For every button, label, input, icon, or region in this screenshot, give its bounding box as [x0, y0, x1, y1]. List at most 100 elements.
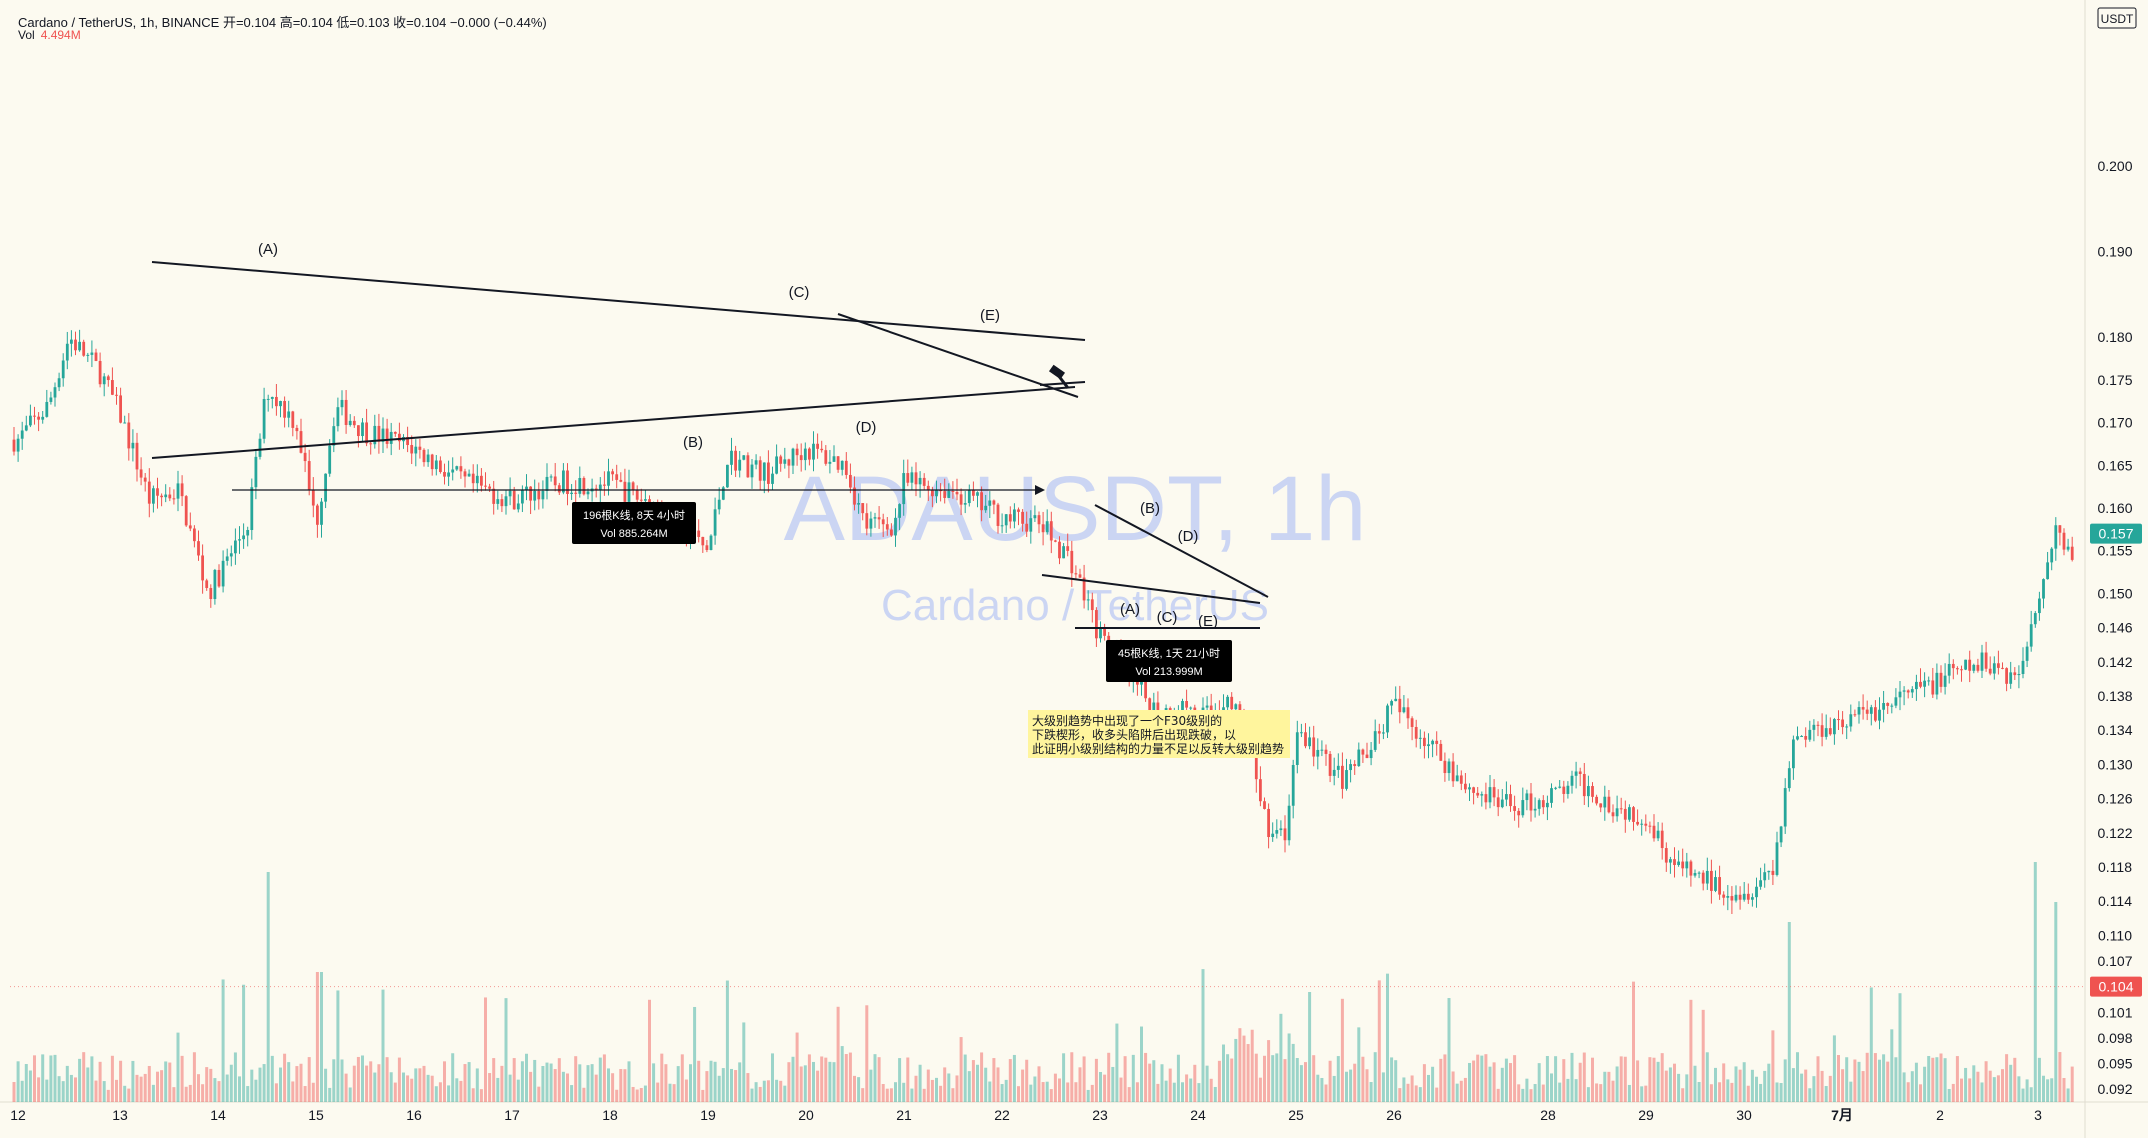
candle	[918, 471, 922, 498]
candle	[799, 443, 803, 472]
volume-bar	[455, 1078, 459, 1102]
candle-body	[832, 456, 836, 462]
volume-bar	[561, 1071, 565, 1102]
volume-bar	[705, 1071, 709, 1102]
candle	[188, 512, 192, 532]
candle	[385, 418, 389, 449]
volume-bar	[1906, 1082, 1910, 1102]
volume-bar	[1213, 1086, 1217, 1102]
candle-body	[1919, 681, 1922, 687]
candle	[1591, 782, 1594, 803]
candle	[467, 469, 471, 477]
candle-body	[771, 473, 774, 484]
candle	[1816, 721, 1820, 737]
candle-body	[1751, 897, 1754, 900]
candle-body	[49, 397, 53, 402]
candle-body	[808, 448, 811, 460]
candle-body	[156, 488, 159, 496]
candle	[357, 425, 360, 448]
candle	[1956, 666, 1959, 675]
candle	[324, 473, 327, 509]
volume-bar	[734, 1070, 738, 1102]
candle-body	[1033, 515, 1037, 519]
candle-body	[1029, 518, 1033, 532]
candle	[336, 397, 340, 432]
candle	[972, 481, 975, 501]
volume-bar	[74, 1077, 77, 1102]
volume-bar	[2013, 1057, 2017, 1102]
candle-body	[1181, 700, 1184, 716]
candle-body	[857, 503, 860, 505]
candle-body	[849, 474, 852, 488]
candle-body	[1746, 893, 1750, 900]
volume-bar	[693, 1006, 697, 1102]
volume-bar	[1837, 1055, 1840, 1102]
candle-body	[615, 474, 619, 480]
volume-bar	[184, 1086, 188, 1102]
candle	[41, 411, 45, 424]
volume-bar	[1217, 1060, 1221, 1102]
volume-bar	[1369, 1082, 1373, 1102]
volume-bar	[1644, 1085, 1648, 1102]
volume-bar	[1332, 1075, 1336, 1102]
volume-bar	[1595, 1083, 1599, 1102]
candle-body	[1373, 731, 1377, 750]
candle	[287, 400, 291, 428]
volume-bar	[1611, 1080, 1615, 1102]
candle-body	[1300, 732, 1303, 734]
volume-bar	[1755, 1076, 1758, 1102]
candle-body	[1857, 707, 1861, 715]
candle	[471, 464, 475, 493]
candle	[709, 534, 713, 551]
candle	[61, 353, 65, 387]
candle	[168, 487, 172, 502]
watermark-name: Cardano / TetherUS	[881, 581, 1269, 630]
candle	[1833, 717, 1836, 745]
candle-body	[135, 442, 139, 470]
candle	[1722, 891, 1726, 906]
volume-bar	[1550, 1073, 1553, 1102]
candle	[906, 459, 910, 487]
candle	[1693, 869, 1697, 878]
volume-bar	[344, 1073, 348, 1102]
candle	[1738, 886, 1742, 910]
candle	[172, 489, 176, 505]
candle	[455, 465, 459, 471]
candle-body	[1947, 663, 1951, 676]
candle	[844, 452, 848, 479]
candle-body	[1792, 739, 1795, 769]
candle	[156, 477, 159, 509]
volume-bar	[812, 1061, 815, 1102]
volume-bar	[648, 999, 651, 1102]
wave-label-small: (E)	[1198, 613, 1218, 630]
volume-bar	[1718, 1082, 1722, 1102]
volume-bar	[16, 1061, 20, 1102]
candle-body	[176, 483, 180, 499]
candle-body	[295, 427, 299, 432]
volume-bar	[766, 1080, 770, 1102]
candle	[1341, 752, 1344, 799]
volume-bar	[242, 984, 246, 1102]
volume-bar	[910, 1088, 914, 1102]
candle	[1209, 693, 1213, 713]
time-tick-label: 13	[112, 1107, 128, 1123]
candle-body	[418, 446, 422, 450]
candle-body	[1984, 652, 1988, 669]
wave-label: (C)	[789, 284, 810, 301]
candle	[1099, 621, 1102, 643]
candle-body	[1988, 668, 1992, 674]
candle-body	[726, 464, 729, 488]
volume-bar	[1476, 1054, 1480, 1102]
candle	[1980, 644, 1984, 679]
volume-bar	[262, 1064, 266, 1102]
volume-bar	[434, 1086, 438, 1102]
candle	[82, 339, 86, 357]
candle	[1037, 511, 1041, 534]
volume-bar	[1824, 1086, 1828, 1102]
time-tick-label: 20	[798, 1107, 814, 1123]
candle-body	[1997, 663, 2000, 668]
volume-bar	[738, 1062, 742, 1102]
